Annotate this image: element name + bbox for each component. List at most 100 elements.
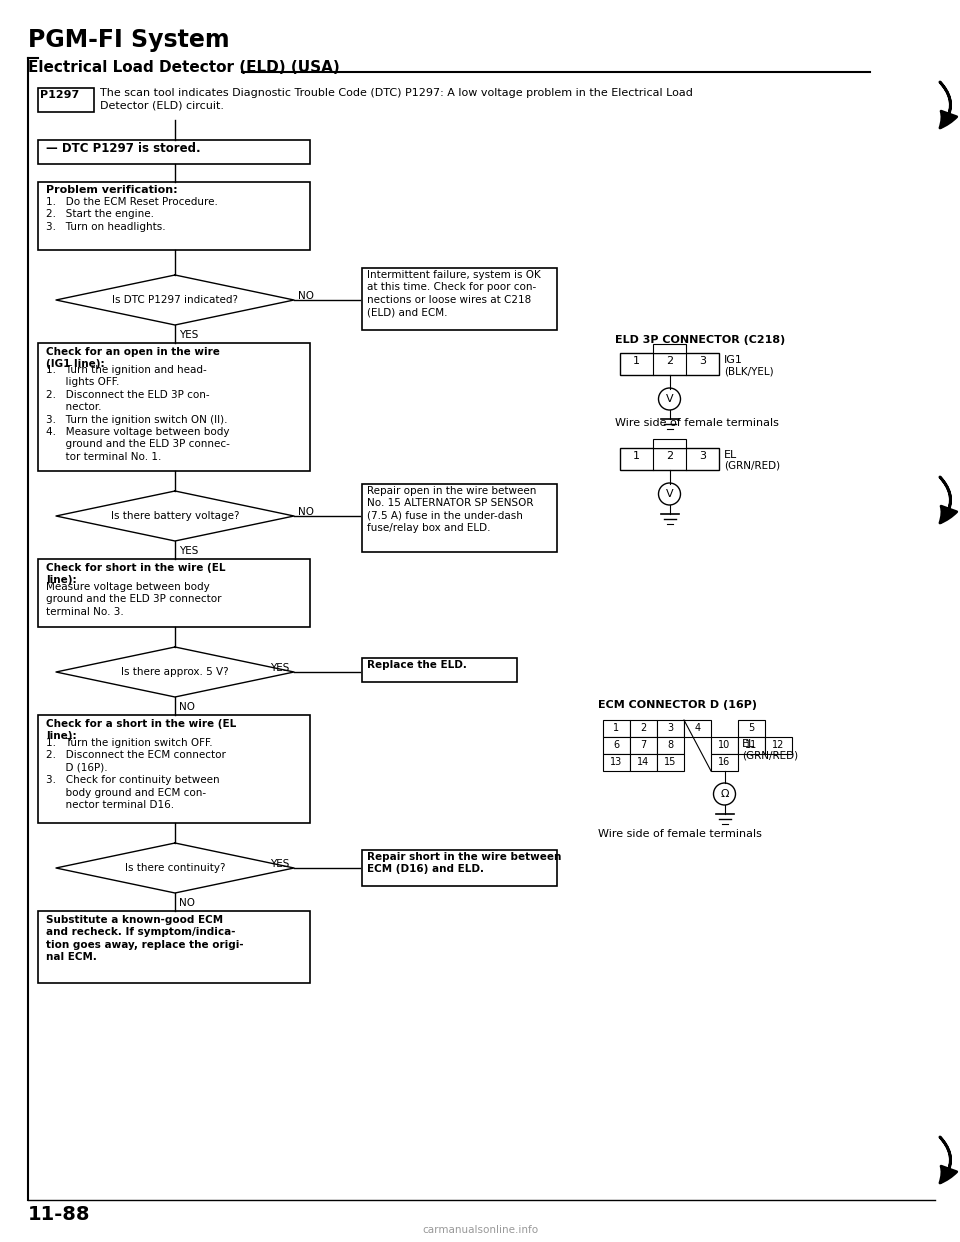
Text: (GRN/RED): (GRN/RED) — [742, 750, 798, 760]
Text: Is DTC P1297 indicated?: Is DTC P1297 indicated? — [112, 296, 238, 306]
Text: 11-88: 11-88 — [28, 1205, 90, 1225]
Text: YES: YES — [179, 330, 199, 340]
FancyBboxPatch shape — [38, 559, 310, 627]
Text: Substitute a known-good ECM
and recheck. If symptom/indica-
tion goes away, repl: Substitute a known-good ECM and recheck.… — [46, 915, 244, 963]
Text: 4: 4 — [694, 723, 701, 733]
Text: Intermittent failure, system is OK
at this time. Check for poor con-
nections or: Intermittent failure, system is OK at th… — [367, 270, 540, 317]
Text: Repair open in the wire between
No. 15 ALTERNATOR SP SENSOR
(7.5 A) fuse in the : Repair open in the wire between No. 15 A… — [367, 486, 537, 533]
Text: YES: YES — [270, 859, 289, 869]
Text: Is there approx. 5 V?: Is there approx. 5 V? — [121, 667, 228, 677]
Text: (GRN/RED): (GRN/RED) — [724, 461, 780, 471]
Text: 2: 2 — [666, 356, 673, 366]
Text: V: V — [665, 394, 673, 404]
FancyArrowPatch shape — [940, 1136, 957, 1182]
FancyArrowPatch shape — [940, 477, 957, 523]
Text: 13: 13 — [611, 758, 623, 768]
Text: 14: 14 — [637, 758, 650, 768]
Text: 12: 12 — [772, 740, 784, 750]
FancyBboxPatch shape — [653, 344, 686, 353]
Text: EL: EL — [724, 450, 737, 460]
FancyBboxPatch shape — [38, 910, 310, 982]
Text: NO: NO — [179, 898, 195, 908]
Text: Repair short in the wire between
ECM (D16) and ELD.: Repair short in the wire between ECM (D1… — [367, 852, 562, 874]
Text: 1: 1 — [633, 451, 640, 461]
Text: V: V — [665, 489, 673, 499]
FancyBboxPatch shape — [738, 720, 765, 737]
Text: The scan tool indicates Diagnostic Trouble Code (DTC) P1297: A low voltage probl: The scan tool indicates Diagnostic Troub… — [100, 88, 693, 111]
FancyBboxPatch shape — [362, 268, 557, 330]
FancyBboxPatch shape — [711, 737, 738, 754]
Text: 2: 2 — [666, 451, 673, 461]
FancyBboxPatch shape — [362, 658, 517, 682]
FancyBboxPatch shape — [653, 438, 686, 448]
FancyBboxPatch shape — [38, 140, 310, 164]
FancyBboxPatch shape — [603, 754, 630, 771]
FancyBboxPatch shape — [630, 737, 657, 754]
Polygon shape — [56, 647, 294, 697]
Text: NO: NO — [298, 291, 314, 301]
Text: 3: 3 — [667, 723, 674, 733]
Text: Problem verification:: Problem verification: — [46, 185, 178, 195]
FancyBboxPatch shape — [657, 754, 684, 771]
Text: 7: 7 — [640, 740, 647, 750]
Text: (BLK/YEL): (BLK/YEL) — [724, 366, 774, 376]
FancyBboxPatch shape — [38, 88, 94, 112]
FancyBboxPatch shape — [362, 484, 557, 551]
FancyBboxPatch shape — [684, 720, 711, 737]
Polygon shape — [56, 274, 294, 325]
Text: Wire side of female terminals: Wire side of female terminals — [598, 828, 762, 840]
Text: 1: 1 — [633, 356, 640, 366]
FancyBboxPatch shape — [630, 754, 657, 771]
Text: 15: 15 — [664, 758, 677, 768]
Text: IG1: IG1 — [724, 355, 743, 365]
Text: 3: 3 — [699, 451, 706, 461]
Text: 2: 2 — [640, 723, 647, 733]
Text: 10: 10 — [718, 740, 731, 750]
Text: 8: 8 — [667, 740, 674, 750]
Text: P1297: P1297 — [40, 89, 80, 101]
Text: 3: 3 — [699, 356, 706, 366]
Text: NO: NO — [298, 507, 314, 517]
FancyBboxPatch shape — [620, 448, 719, 469]
FancyBboxPatch shape — [620, 353, 719, 375]
Text: — DTC P1297 is stored.: — DTC P1297 is stored. — [46, 142, 201, 155]
Text: Is there continuity?: Is there continuity? — [125, 863, 226, 873]
FancyBboxPatch shape — [630, 720, 657, 737]
FancyBboxPatch shape — [765, 737, 792, 754]
Text: YES: YES — [179, 546, 199, 556]
Text: NO: NO — [179, 702, 195, 712]
FancyBboxPatch shape — [657, 720, 684, 737]
FancyBboxPatch shape — [738, 737, 765, 754]
FancyBboxPatch shape — [362, 850, 557, 886]
Text: Ω: Ω — [720, 789, 729, 799]
FancyBboxPatch shape — [603, 737, 630, 754]
FancyBboxPatch shape — [38, 343, 310, 471]
FancyBboxPatch shape — [657, 737, 684, 754]
FancyBboxPatch shape — [38, 183, 310, 250]
Text: PGM-FI System: PGM-FI System — [28, 29, 229, 52]
Text: Measure voltage between body
ground and the ELD 3P connector
terminal No. 3.: Measure voltage between body ground and … — [46, 582, 222, 617]
Text: Replace the ELD.: Replace the ELD. — [367, 660, 467, 669]
Text: ECM CONNECTOR D (16P): ECM CONNECTOR D (16P) — [598, 700, 757, 710]
FancyArrowPatch shape — [940, 82, 957, 128]
Text: 6: 6 — [613, 740, 619, 750]
Text: 5: 5 — [749, 723, 755, 733]
Text: Check for a short in the wire (EL
line):: Check for a short in the wire (EL line): — [46, 719, 236, 741]
Text: Check for an open in the wire
(IG1 line):: Check for an open in the wire (IG1 line)… — [46, 347, 220, 369]
FancyBboxPatch shape — [711, 754, 738, 771]
Text: ELD 3P CONNECTOR (C218): ELD 3P CONNECTOR (C218) — [615, 335, 785, 345]
Text: Is there battery voltage?: Is there battery voltage? — [110, 510, 239, 520]
Polygon shape — [56, 491, 294, 542]
Text: YES: YES — [270, 663, 289, 673]
Text: 11: 11 — [745, 740, 757, 750]
Text: Electrical Load Detector (ELD) (USA): Electrical Load Detector (ELD) (USA) — [28, 60, 340, 75]
Text: 1.   Turn the ignition and head-
      lights OFF.
2.   Disconnect the ELD 3P co: 1. Turn the ignition and head- lights OF… — [46, 365, 229, 462]
Text: 1: 1 — [613, 723, 619, 733]
Text: 16: 16 — [718, 758, 731, 768]
Text: Check for short in the wire (EL
line):: Check for short in the wire (EL line): — [46, 563, 226, 585]
Text: EL: EL — [742, 739, 756, 749]
Polygon shape — [56, 843, 294, 893]
FancyBboxPatch shape — [603, 720, 630, 737]
Text: carmanualsonline.info: carmanualsonline.info — [422, 1225, 538, 1235]
Text: Wire side of female terminals: Wire side of female terminals — [615, 419, 779, 428]
